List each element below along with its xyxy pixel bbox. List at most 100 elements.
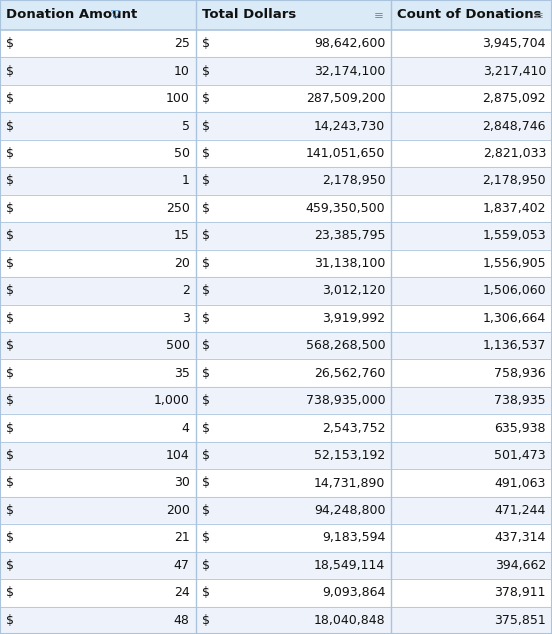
Text: 1,306,664: 1,306,664 [483,312,546,325]
Text: $: $ [6,449,14,462]
Text: 30: 30 [174,477,190,489]
Text: 141,051,650: 141,051,650 [306,147,385,160]
Text: 100: 100 [166,92,190,105]
Bar [0,579,552,607]
Text: $: $ [6,174,14,188]
Text: $: $ [201,174,210,188]
Text: $: $ [6,257,14,270]
Text: Total Dollars: Total Dollars [201,8,296,22]
Text: 568,268,500: 568,268,500 [306,339,385,353]
Text: 1,506,060: 1,506,060 [482,284,546,297]
Bar [0,222,552,250]
Text: 4: 4 [182,422,190,434]
Text: 48: 48 [174,614,190,627]
Text: 50: 50 [174,147,190,160]
Text: 1: 1 [182,174,190,188]
Text: 14,243,730: 14,243,730 [314,120,385,133]
Text: 94,248,800: 94,248,800 [314,504,385,517]
Text: $: $ [201,37,210,50]
Text: $: $ [201,366,210,380]
Text: $: $ [6,120,14,133]
Text: 459,350,500: 459,350,500 [306,202,385,215]
Text: 9,093,864: 9,093,864 [322,586,385,599]
Text: 1,837,402: 1,837,402 [482,202,546,215]
Bar [0,85,552,112]
Text: 25: 25 [174,37,190,50]
Text: 2,848,746: 2,848,746 [482,120,546,133]
Text: Donation Amount: Donation Amount [6,8,137,22]
Bar [0,30,552,58]
Text: $: $ [201,477,210,489]
Text: 3: 3 [182,312,190,325]
Bar [0,167,552,195]
Text: $: $ [6,614,14,627]
Bar [0,140,552,167]
Text: 200: 200 [166,504,190,517]
Text: $: $ [201,284,210,297]
Text: 3,945,704: 3,945,704 [482,37,546,50]
Text: 21: 21 [174,531,190,545]
Text: $: $ [6,339,14,353]
Text: $: $ [6,422,14,434]
Text: 47: 47 [174,559,190,572]
Bar [0,469,552,496]
Text: 378,911: 378,911 [495,586,546,599]
Text: 18,549,114: 18,549,114 [314,559,385,572]
Text: $: $ [6,531,14,545]
Text: $: $ [201,202,210,215]
Text: ≡: ≡ [373,8,383,22]
Text: 758,936: 758,936 [495,366,546,380]
Text: Count of Donations: Count of Donations [397,8,542,22]
Text: 471,244: 471,244 [495,504,546,517]
Text: $: $ [201,504,210,517]
Text: 104: 104 [166,449,190,462]
Text: $: $ [201,92,210,105]
Text: $: $ [6,312,14,325]
Text: $: $ [6,586,14,599]
Text: 1,556,905: 1,556,905 [482,257,546,270]
Bar [0,195,552,222]
Text: 738,935: 738,935 [495,394,546,407]
Text: 2,178,950: 2,178,950 [322,174,385,188]
Text: $: $ [201,65,210,78]
Text: 26,562,760: 26,562,760 [314,366,385,380]
Text: 501,473: 501,473 [495,449,546,462]
Text: 98,642,600: 98,642,600 [314,37,385,50]
Text: $: $ [6,366,14,380]
Bar [0,250,552,277]
Text: 2,543,752: 2,543,752 [322,422,385,434]
Text: 2,821,033: 2,821,033 [482,147,546,160]
Text: $: $ [201,312,210,325]
Text: 2,178,950: 2,178,950 [482,174,546,188]
Text: ≡: ≡ [534,8,544,22]
Text: $: $ [201,257,210,270]
Bar [0,277,552,304]
Text: $: $ [6,504,14,517]
Bar [0,415,552,442]
Text: 52,153,192: 52,153,192 [314,449,385,462]
Text: 18,040,848: 18,040,848 [314,614,385,627]
Text: 287,509,200: 287,509,200 [306,92,385,105]
Text: 491,063: 491,063 [495,477,546,489]
Bar [0,332,552,359]
Text: 2,875,092: 2,875,092 [482,92,546,105]
Text: $: $ [201,394,210,407]
Bar [0,112,552,140]
Text: $: $ [201,614,210,627]
Text: $: $ [201,559,210,572]
Text: $: $ [201,422,210,434]
Text: $: $ [6,230,14,242]
Text: $: $ [6,559,14,572]
Bar [0,0,552,30]
Text: 2: 2 [182,284,190,297]
Bar [0,552,552,579]
Text: $: $ [201,230,210,242]
Bar [0,496,552,524]
Text: 31,138,100: 31,138,100 [314,257,385,270]
Text: 394,662: 394,662 [495,559,546,572]
Text: 3,012,120: 3,012,120 [322,284,385,297]
Text: $: $ [201,586,210,599]
Text: $: $ [201,339,210,353]
Text: $: $ [6,147,14,160]
Text: 35: 35 [174,366,190,380]
